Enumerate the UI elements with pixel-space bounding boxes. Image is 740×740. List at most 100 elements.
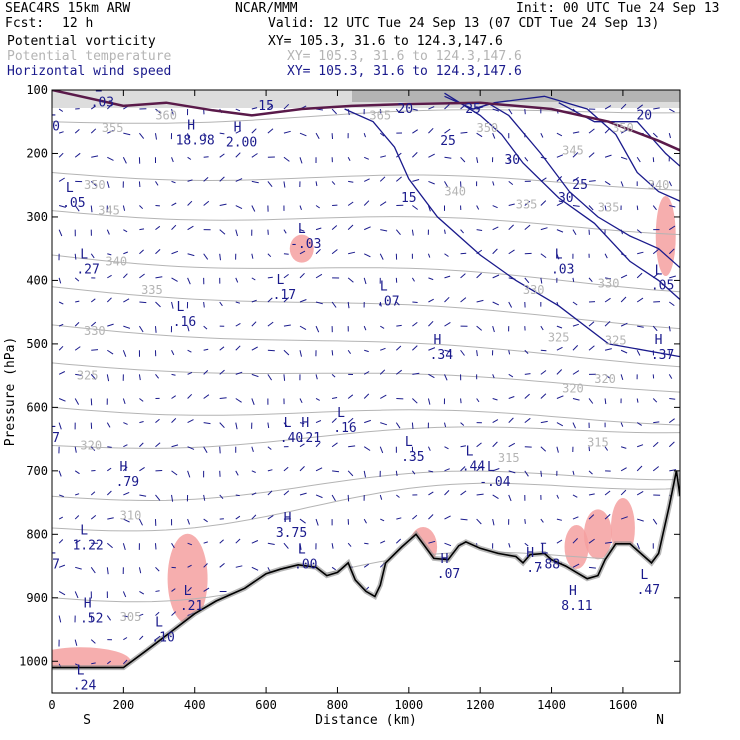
- wind-vector: [540, 132, 544, 138]
- wind-speed-label: 15: [401, 191, 417, 206]
- wind-vector: [203, 541, 208, 544]
- wind-vector: [668, 133, 671, 139]
- wind-vector: [637, 251, 644, 255]
- wind-vector: [171, 418, 177, 423]
- wind-vector: [187, 393, 193, 399]
- wind-vector: [444, 128, 451, 134]
- wind-vector: [652, 441, 659, 448]
- wind-vector: [315, 494, 323, 499]
- wind-vector: [556, 229, 564, 233]
- extremum-letter: L: [655, 263, 663, 278]
- wind-vector: [476, 132, 483, 138]
- wind-vector: [444, 422, 447, 428]
- wind-vector: [540, 393, 547, 399]
- wind-vector: [428, 106, 435, 110]
- wind-vector: [379, 369, 386, 375]
- wind-vector: [155, 418, 160, 423]
- wind-vector: [380, 518, 385, 522]
- wind-vector: [139, 635, 144, 641]
- wind-vector: [620, 516, 628, 520]
- wind-vector: [219, 539, 224, 544]
- wind-vector: [299, 132, 307, 137]
- wind-vector: [540, 349, 547, 352]
- wind-vector: [139, 132, 145, 139]
- extremum-value: .34: [430, 348, 454, 363]
- wind-vector: [299, 492, 307, 496]
- wind-vector: [363, 133, 366, 138]
- wind-vector: [556, 346, 563, 351]
- wind-vector: [123, 491, 130, 496]
- wind-vector: [283, 374, 286, 381]
- wind-vector: [604, 105, 612, 110]
- wind-vector: [123, 325, 131, 329]
- wind-vector: [315, 441, 321, 448]
- wind-vector: [395, 470, 398, 476]
- wind-vector: [74, 591, 79, 599]
- wind-vector: [620, 274, 628, 279]
- wind-vector: [588, 566, 596, 569]
- extremum-letter: L: [184, 584, 192, 599]
- wind-vector: [412, 345, 418, 351]
- wind-vector: [187, 564, 192, 568]
- pv-high-patch: [583, 509, 612, 560]
- wind-vector: [219, 346, 225, 351]
- wind-vector: [476, 157, 479, 163]
- wind-vector: [267, 181, 273, 188]
- extremum-value: .17: [273, 288, 296, 303]
- extremum-value: .35: [401, 450, 424, 465]
- wind-vector: [58, 345, 64, 351]
- wind-vector: [460, 297, 467, 303]
- wind-vector: [75, 300, 80, 303]
- wind-vector: [171, 224, 177, 230]
- wind-vector: [476, 398, 480, 403]
- wind-vector: [123, 637, 128, 641]
- pv-2-line: [52, 90, 680, 152]
- wind-vector: [396, 176, 402, 182]
- wind-vector: [508, 442, 516, 448]
- wind-vector: [524, 393, 530, 399]
- wind-vector: [492, 226, 499, 231]
- wind-vector: [251, 128, 257, 134]
- extremum-letter: L: [555, 248, 563, 263]
- wind-vector: [123, 466, 128, 472]
- wind-vector: [155, 249, 161, 255]
- wind-vector: [123, 273, 128, 279]
- wind-vector: [492, 132, 496, 139]
- wind-vector: [58, 371, 66, 375]
- wind-vector: [267, 542, 275, 545]
- extremum-value: .7: [526, 561, 542, 576]
- wind-vector: [74, 639, 78, 646]
- wind-vector: [90, 446, 96, 452]
- wind-vector: [235, 130, 242, 134]
- wind-vector: [556, 494, 560, 499]
- wind-vector: [106, 542, 113, 549]
- wind-vector: [492, 374, 495, 379]
- wind-vector: [58, 564, 66, 568]
- wind-vector: [75, 566, 82, 570]
- wind-vector: [251, 180, 259, 184]
- wind-vector: [396, 517, 402, 520]
- wind-vector: [267, 446, 272, 450]
- valid-time: Valid: 12 UTC Tue 24 Sep 13 (07 CDT Tue …: [268, 16, 660, 31]
- wind-vector: [572, 277, 575, 282]
- wind-vector: [315, 420, 322, 424]
- wind-vector: [572, 301, 578, 306]
- wind-vector: [283, 466, 289, 472]
- wind-vector: [508, 543, 511, 548]
- wind-vector: [315, 325, 320, 333]
- wind-vector: [283, 349, 290, 356]
- wind-vector: [74, 446, 77, 453]
- wind-vector: [460, 518, 468, 521]
- wind-vector: [315, 205, 320, 209]
- wind-vector: [380, 229, 388, 232]
- wind-vector: [267, 514, 274, 520]
- extremum-letter: L: [540, 543, 548, 558]
- wind-vector: [363, 446, 371, 451]
- wind-vector: [155, 108, 162, 114]
- extremum-letter: L: [405, 435, 413, 450]
- wind-vector: [219, 301, 223, 307]
- extremum-value: .07: [376, 294, 399, 309]
- wind-vector: [604, 277, 611, 280]
- wind-vector: [203, 446, 208, 454]
- wind-vector: [107, 517, 114, 520]
